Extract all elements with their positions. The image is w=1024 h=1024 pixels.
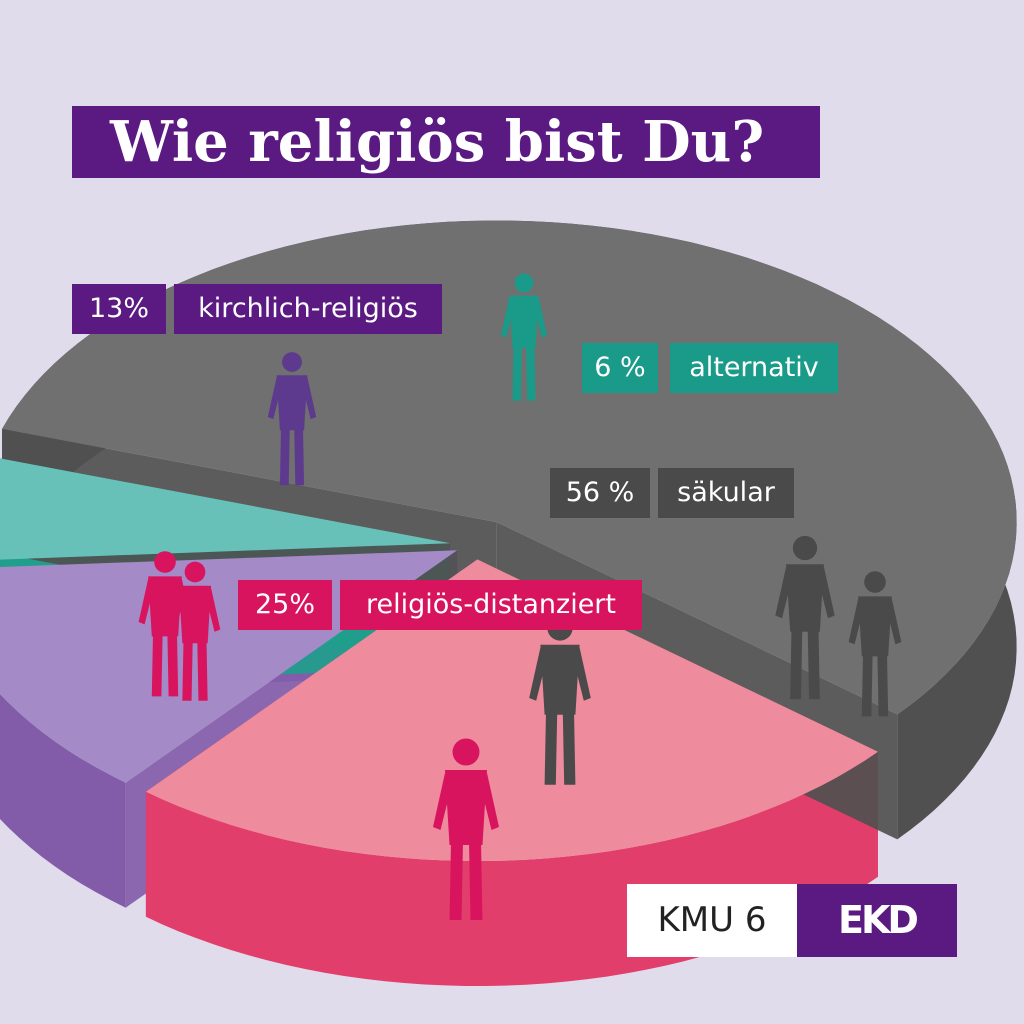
chart-title: Wie religiös bist Du?	[72, 106, 820, 178]
person-saekular-2-icon	[848, 571, 902, 717]
alternativ-pct-label: 6 %	[582, 343, 658, 393]
saekular-pct-label: 56 %	[550, 468, 650, 518]
source-label: KMU 6	[627, 884, 797, 957]
person-saekular-3-icon	[529, 615, 591, 785]
person-saekular-1-icon	[775, 535, 835, 700]
saekular-name-label: säkular	[658, 468, 794, 518]
person-distanziert-2-icon	[169, 561, 221, 701]
slice-top-alternativ	[0, 458, 451, 560]
distanziert-name-label: religiös-distanziert	[340, 580, 642, 630]
kirchlich-pct-label: 13%	[72, 284, 166, 334]
ekd-logo: EKD	[797, 884, 957, 957]
kirchlich-name-label: kirchlich-religiös	[174, 284, 442, 334]
person-reaching-icon	[433, 738, 499, 920]
slice-side-kirchlichreligis	[0, 693, 126, 908]
alternativ-name-label: alternativ	[670, 343, 838, 393]
person-alternativ-icon	[500, 273, 548, 401]
person-kirchlich-icon	[267, 352, 317, 486]
distanziert-pct-label: 25%	[238, 580, 332, 630]
slice-top-religisdistanziert	[145, 559, 878, 861]
